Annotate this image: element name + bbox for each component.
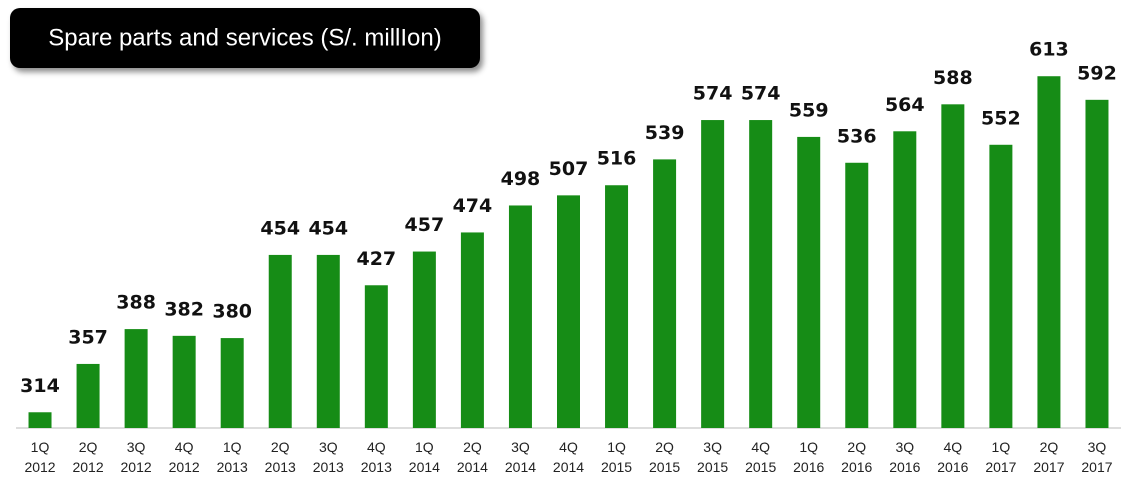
x-tick-label: 3Q 2014 — [505, 439, 536, 475]
x-tick-label: 1Q 2015 — [601, 439, 632, 475]
x-tick-label: 1Q 2013 — [217, 439, 248, 475]
x-tick-label: 1Q 2016 — [793, 439, 824, 475]
x-tick-label: 4Q 2015 — [745, 439, 776, 475]
data-label: 613 — [1029, 39, 1069, 61]
x-tick-label: 4Q 2012 — [169, 439, 200, 475]
data-label: 498 — [501, 168, 541, 190]
data-label: 559 — [789, 99, 829, 121]
data-label: 539 — [645, 122, 685, 144]
data-label: 454 — [308, 217, 348, 239]
data-label: 552 — [981, 107, 1021, 129]
bar — [28, 412, 52, 428]
bar — [557, 195, 580, 428]
bar — [76, 363, 100, 428]
bar — [508, 205, 532, 428]
x-tick-label: 4Q 2014 — [553, 439, 584, 475]
x-tick-label: 2Q 2017 — [1033, 439, 1064, 475]
bar — [1037, 76, 1061, 428]
data-label: 454 — [260, 217, 300, 239]
data-label: 507 — [549, 158, 589, 180]
bar — [605, 185, 629, 428]
x-tick-label: 2Q 2014 — [457, 439, 488, 475]
bar — [172, 335, 196, 428]
data-label: 382 — [164, 298, 204, 320]
data-label: 388 — [116, 292, 156, 314]
data-label: 536 — [837, 125, 877, 147]
bar — [268, 254, 292, 428]
x-tick-label: 4Q 2013 — [361, 439, 392, 475]
bar — [941, 104, 965, 428]
data-label: 564 — [885, 94, 925, 116]
x-tick-label: 2Q 2013 — [265, 439, 296, 475]
bar — [749, 120, 773, 428]
x-tick-label: 3Q 2016 — [889, 439, 920, 475]
bar — [701, 120, 725, 428]
x-tick-label: 4Q 2016 — [937, 439, 968, 475]
bar — [893, 131, 917, 428]
bar — [989, 144, 1013, 428]
bar — [460, 232, 484, 428]
bar — [220, 338, 244, 428]
data-label: 474 — [453, 195, 493, 217]
x-tick-label: 2Q 2016 — [841, 439, 872, 475]
data-label: 574 — [741, 83, 781, 105]
x-tick-label: 3Q 2017 — [1081, 439, 1112, 475]
data-label: 574 — [693, 83, 733, 105]
x-tick-label: 1Q 2017 — [985, 439, 1016, 475]
data-label: 592 — [1077, 62, 1117, 84]
bar — [845, 162, 869, 429]
bar — [124, 329, 148, 428]
data-label: 457 — [405, 214, 445, 236]
x-tick-label: 3Q 2013 — [313, 439, 344, 475]
title-box — [10, 8, 480, 68]
bar — [364, 285, 388, 428]
data-label: 427 — [356, 248, 396, 270]
data-label: 357 — [68, 326, 108, 348]
bar — [653, 159, 677, 428]
x-tick-label: 1Q 2014 — [409, 439, 440, 475]
bar — [1085, 99, 1109, 428]
bar — [412, 251, 436, 428]
x-tick-label: 1Q 2012 — [24, 439, 55, 475]
data-label: 516 — [597, 148, 637, 170]
x-tick-label: 3Q 2015 — [697, 439, 728, 475]
data-label: 380 — [212, 301, 252, 323]
data-label: 588 — [933, 67, 973, 89]
bar — [797, 136, 821, 428]
data-label: 314 — [20, 375, 60, 397]
x-tick-label: 2Q 2012 — [72, 439, 103, 475]
x-tick-label: 2Q 2015 — [649, 439, 680, 475]
chart-title: Spare parts and services (S/. millIon) — [48, 24, 441, 51]
bar — [316, 254, 340, 428]
x-tick-label: 3Q 2012 — [121, 439, 152, 475]
